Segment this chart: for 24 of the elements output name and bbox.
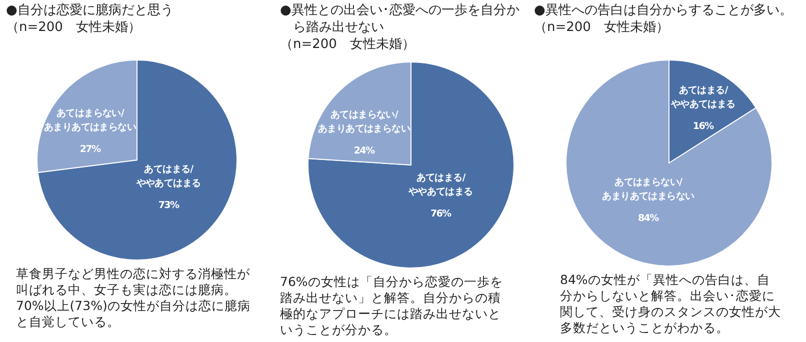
chart-subtitle: （n=200 女性未婚） — [280, 36, 416, 53]
slice-label: あてはまらない/あまりあてはまらない — [602, 176, 695, 202]
pie-slice — [566, 60, 772, 266]
data-label: 24% — [354, 145, 376, 156]
data-label: 16% — [692, 120, 715, 132]
data-label: 84% — [638, 212, 660, 224]
data-label: 76% — [430, 208, 452, 220]
slice-label: あてはまる/ややあてはまる — [407, 172, 473, 198]
data-label: 27% — [80, 144, 102, 156]
slice-label: あてはまらない/あまりあてはまらない — [318, 109, 411, 134]
pie-slice — [308, 62, 514, 268]
data-label: 73% — [158, 200, 180, 211]
chart-title: ●異性との出会い･恋愛への一歩を自分から踏み出せない — [280, 2, 520, 36]
pie-slice — [37, 60, 238, 260]
text: 草食男子など男性の恋に対する消極性が叫ばれる中、女子も実は恋には臆病。70%以上(73%)の女性が自分は恋に臆病と自覚している。 — [16, 266, 252, 330]
slice-label: あてはまらない/あまりあてはまらない — [44, 108, 137, 134]
chart-title: ●自分は恋愛に臆病だと思う — [6, 2, 174, 19]
slice-label: あてはまる/ややあてはまる — [670, 84, 736, 110]
text: 84%の女性が「異性への告白は、自分からしないと解答。出会い･恋愛に関して、受け身のスタンスの女性が大多数だということがわかる。 — [560, 272, 782, 336]
chart-subtitle: （n=200 女性未婚） — [6, 19, 142, 36]
chart-subtitle: （n=200 女性未婚） — [534, 19, 670, 36]
text: 76%の女性は「自分から恋愛の一歩を踏み出せない」と解答。自分からの積極的なアプローチには踏み出せないということが分かる。 — [280, 274, 504, 338]
chart-title: ●異性への告白は自分からすることが多い。 — [534, 2, 794, 19]
slice-label: あてはまる/ややあてはまる — [135, 164, 201, 189]
